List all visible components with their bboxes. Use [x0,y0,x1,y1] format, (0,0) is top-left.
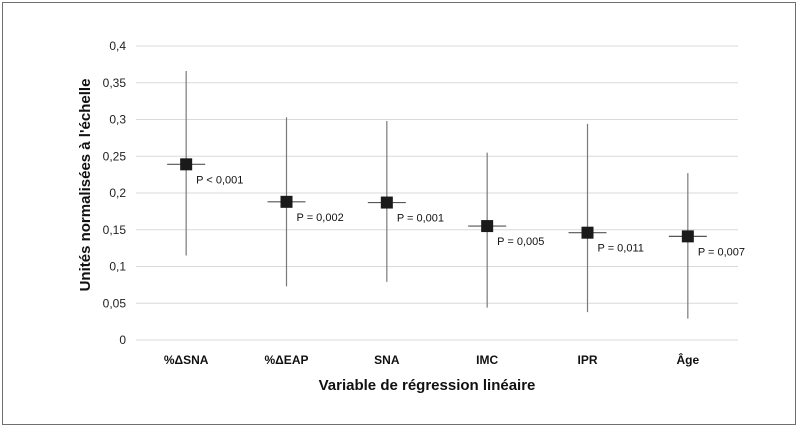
data-point [681,230,694,243]
x-category-label: IMC [476,353,498,367]
p-value-label: P = 0,007 [698,246,745,258]
y-tick-label: 0,15 [103,223,127,237]
y-tick-label: 0,1 [109,260,126,274]
y-tick-label: 0,3 [109,113,126,127]
data-point [180,158,193,171]
data-point [481,220,494,233]
x-category-label: SNA [374,353,400,367]
x-axis-title: Variable de régression linéaire [319,377,536,394]
chart-canvas: 00,050,10,150,20,250,30,350,4 P < 0,001P… [77,39,745,394]
x-category-label: IPR [577,353,597,367]
data-points [180,158,694,243]
x-category-label: %ΔEAP [265,353,309,367]
y-axis-ticks: 0 0,05 0,1 0,15 0,2 0,25 0,3 0,35 0,4 [103,39,127,347]
p-value-label: P < 0,001 [196,174,243,186]
y-axis-title: Unités normalisées à l'échelle [77,79,94,292]
y-tick-label: 0,05 [103,296,127,310]
gridlines [136,45,738,341]
y-tick-label: 0,4 [109,39,126,53]
data-point [280,195,293,208]
p-value-label: P = 0,001 [397,213,444,225]
y-tick-label: 0,35 [103,76,127,90]
figure-frame: 0 0,05 0,1 0,15 0,2 0,25 0,3 0,35 0,4 P < 0,001 P… [2,2,796,425]
p-value-label: P = 0,011 [598,243,644,255]
p-value-label: P = 0,002 [297,212,344,224]
y-tick-label: 0,25 [103,149,127,163]
p-value-annotations: P < 0,001 P = 0,002 P = 0,001 P = 0,005 P = … [196,174,745,258]
x-category-label: %ΔSNA [164,353,209,367]
data-point [581,226,594,239]
error-bars [167,70,707,319]
data-point [380,196,393,209]
p-value-label: P = 0,005 [497,236,544,248]
y-tick-label: 0 [119,333,126,347]
y-tick-label: 0,2 [109,186,126,200]
x-category-label: Âge [676,352,699,367]
x-axis-categories: %ΔSNA %ΔEAP SNA IMC IPR Âge [164,352,700,367]
